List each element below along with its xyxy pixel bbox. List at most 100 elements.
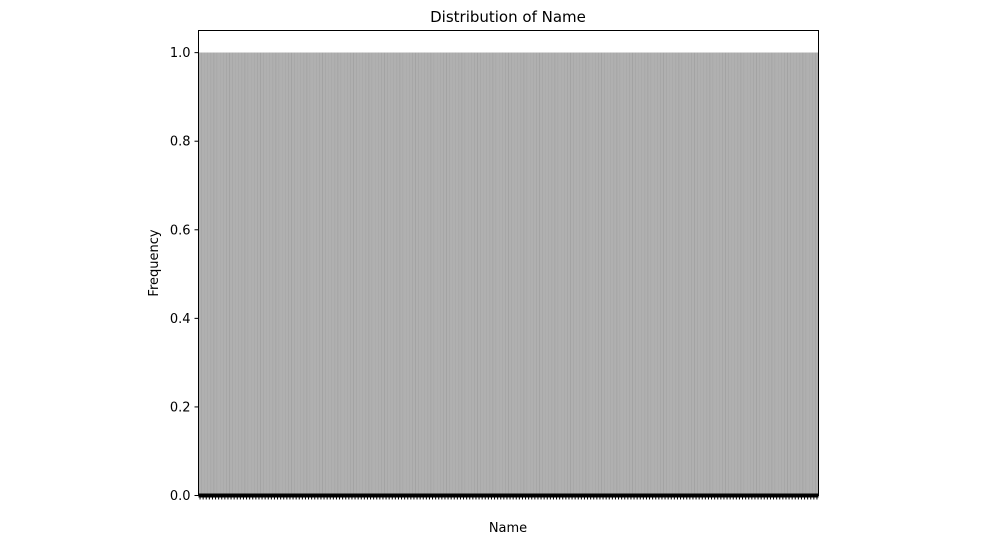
- bar: [325, 52, 329, 496]
- y-axis-ticks: 0.0 0.2 0.4 0.6 0.8 1.0: [170, 46, 199, 504]
- bar: [774, 52, 779, 496]
- bar: [762, 52, 767, 496]
- chart-title: Distribution of Name: [430, 8, 586, 26]
- bar: [607, 52, 612, 496]
- bar: [619, 52, 624, 496]
- bar: [554, 52, 559, 496]
- bar: [468, 52, 472, 496]
- bar: [514, 52, 519, 496]
- bar: [489, 52, 494, 496]
- bar: [753, 52, 757, 496]
- bar: [722, 52, 726, 496]
- bar: [223, 52, 227, 496]
- bar: [771, 52, 776, 496]
- bar: [805, 52, 810, 496]
- bar: [675, 52, 680, 496]
- bar: [784, 52, 788, 496]
- bar: [759, 52, 763, 496]
- bar: [288, 52, 292, 496]
- bar: [644, 52, 649, 496]
- bar: [573, 52, 577, 496]
- bar: [201, 52, 205, 496]
- bar: [592, 52, 596, 496]
- bar: [601, 52, 605, 496]
- bar: [350, 52, 354, 496]
- bar: [623, 52, 627, 496]
- bar: [616, 52, 621, 496]
- y-tick-label: 0.8: [170, 135, 191, 150]
- bar: [542, 52, 546, 496]
- bar: [396, 52, 401, 496]
- bar: [452, 52, 457, 496]
- bar: [700, 52, 705, 496]
- bar: [728, 52, 732, 496]
- bar: [787, 52, 791, 496]
- bar: [464, 52, 469, 496]
- bar: [669, 52, 674, 496]
- bar: [548, 52, 553, 496]
- bar: [409, 52, 413, 496]
- bar: [340, 52, 345, 496]
- bar: [712, 52, 717, 496]
- bar: [740, 52, 745, 496]
- bar: [235, 52, 239, 496]
- bar: [266, 52, 271, 496]
- y-tick-label: 0.6: [170, 223, 191, 238]
- bar: [250, 52, 255, 496]
- bar: [765, 52, 770, 496]
- bar: [437, 52, 441, 496]
- bar: [316, 52, 320, 496]
- bar: [275, 52, 280, 496]
- y-axis-label: Frequency: [147, 229, 162, 296]
- bar: [778, 52, 782, 496]
- bar: [533, 52, 537, 496]
- axes-frame: [198, 30, 819, 496]
- bar: [486, 52, 491, 496]
- bar: [709, 52, 714, 496]
- bar: [427, 52, 432, 496]
- bar: [424, 52, 429, 496]
- bar: [734, 52, 739, 496]
- bar: [291, 52, 295, 496]
- bar: [300, 52, 305, 496]
- bar: [402, 52, 407, 496]
- bar: [446, 52, 450, 496]
- bar: [660, 52, 664, 496]
- bar: [703, 52, 708, 496]
- bar: [393, 52, 398, 496]
- bar: [216, 52, 221, 496]
- bar: [387, 52, 391, 496]
- bars-group: [198, 52, 819, 498]
- bar: [725, 52, 729, 496]
- bar: [359, 52, 364, 496]
- bar: [499, 52, 503, 496]
- bar: [260, 52, 264, 496]
- bar: [282, 52, 286, 496]
- bar: [716, 52, 720, 496]
- bar: [381, 52, 385, 496]
- bar: [213, 52, 218, 496]
- bar: [334, 52, 339, 496]
- bar: [570, 52, 574, 496]
- x-axis-label: Name: [489, 521, 527, 536]
- bar: [737, 52, 742, 496]
- bar: [790, 52, 794, 496]
- bar: [551, 52, 556, 496]
- bar: [285, 52, 289, 496]
- bar: [567, 52, 571, 496]
- bar: [229, 52, 233, 496]
- bar: [626, 52, 630, 496]
- bar: [313, 52, 317, 496]
- bar: [210, 52, 215, 496]
- bar: [781, 52, 785, 496]
- bar: [654, 52, 658, 496]
- bar: [378, 52, 382, 496]
- bar: [371, 52, 376, 496]
- bar: [747, 52, 751, 496]
- bar: [480, 52, 484, 496]
- bar: [561, 52, 565, 496]
- bar: [557, 52, 562, 496]
- bar: [219, 52, 224, 496]
